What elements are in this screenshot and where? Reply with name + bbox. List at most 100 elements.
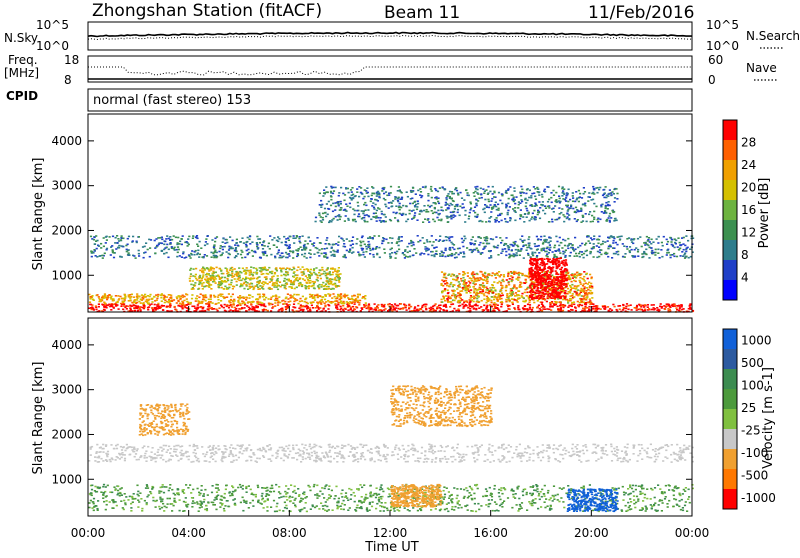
heatmap-cell (237, 297, 239, 299)
heatmap-cell (604, 307, 606, 309)
heatmap-cell (530, 218, 532, 220)
heatmap-cell (455, 298, 457, 300)
heatmap-cell (395, 197, 397, 199)
heatmap-cell (526, 295, 528, 297)
heatmap-cell (175, 309, 177, 311)
heatmap-cell (330, 302, 332, 304)
heatmap-cell (387, 304, 389, 306)
heatmap-cell (138, 236, 140, 238)
heatmap-cell (474, 240, 476, 242)
heatmap-cell (574, 201, 576, 203)
heatmap-cell (352, 236, 354, 238)
heatmap-cell (487, 274, 489, 276)
heatmap-cell (547, 270, 549, 272)
heatmap-cell (256, 298, 258, 300)
heatmap-cell (95, 240, 97, 242)
heatmap-cell (572, 195, 574, 197)
heatmap-cell (360, 187, 362, 189)
heatmap-cell (435, 253, 437, 255)
heatmap-cell (617, 305, 619, 307)
heatmap-cell (299, 298, 301, 300)
heatmap-cell (435, 203, 437, 205)
heatmap-cell (458, 273, 460, 275)
heatmap-cell (572, 247, 574, 249)
heatmap-cell (498, 271, 500, 273)
heatmap-cell (561, 208, 563, 210)
heatmap-cell (464, 221, 466, 223)
heatmap-cell (625, 308, 627, 310)
heatmap-cell (337, 241, 339, 243)
heatmap-cell (528, 244, 530, 246)
heatmap-cell (589, 290, 591, 292)
heatmap-cell (584, 307, 586, 309)
heatmap-cell (496, 272, 498, 274)
heatmap-cell (609, 221, 611, 223)
heatmap-cell (239, 303, 241, 305)
heatmap-cell (531, 272, 533, 274)
heatmap-cell (631, 249, 633, 251)
heatmap-cell (465, 304, 467, 306)
heatmap-cell (373, 207, 375, 209)
heatmap-cell (401, 192, 403, 194)
heatmap-cell (525, 193, 527, 195)
heatmap-cell (402, 308, 404, 310)
heatmap-cell (531, 262, 533, 264)
heatmap-cell (350, 197, 352, 199)
heatmap-cell (534, 264, 536, 266)
heatmap-cell (182, 308, 184, 310)
heatmap-cell (450, 242, 452, 244)
heatmap-cell (398, 241, 400, 243)
heatmap-cell (463, 251, 465, 253)
heatmap-cell (503, 276, 505, 278)
heatmap-cell (182, 253, 184, 255)
heatmap-cell (128, 294, 130, 296)
heatmap-cell (518, 201, 520, 203)
heatmap-cell (597, 239, 599, 241)
heatmap-cell (198, 301, 200, 303)
heatmap-cell (362, 198, 364, 200)
heatmap-cell (616, 244, 618, 246)
heatmap-cell (582, 216, 584, 218)
heatmap-cell (151, 307, 153, 309)
heatmap-cell (529, 220, 531, 222)
heatmap-cell (303, 245, 305, 247)
heatmap-cell (136, 302, 138, 304)
heatmap-cell (583, 291, 585, 293)
heatmap-cell (479, 271, 481, 273)
heatmap-cell (679, 242, 681, 244)
heatmap-cell (486, 296, 488, 298)
heatmap-cell (477, 193, 479, 195)
heatmap-cell (373, 235, 375, 237)
heatmap-cell (352, 208, 354, 210)
heatmap-cell (532, 270, 534, 272)
heatmap-cell (305, 247, 307, 249)
heatmap-cell (285, 257, 287, 259)
heatmap-cell (362, 248, 364, 250)
heatmap-cell (101, 255, 103, 257)
heatmap-cell (552, 266, 554, 268)
heatmap-cell (417, 200, 419, 202)
heatmap-cell (558, 207, 560, 209)
heatmap-cell (136, 242, 138, 244)
heatmap-cell (245, 297, 247, 299)
heatmap-cell (585, 213, 587, 215)
heatmap-cell (590, 221, 592, 223)
heatmap-cell (639, 236, 641, 238)
heatmap-cell (466, 289, 468, 291)
heatmap-cell (115, 295, 117, 297)
heatmap-cell (408, 307, 410, 309)
heatmap-cell (663, 236, 665, 238)
heatmap-cell (586, 307, 588, 309)
heatmap-cell (295, 299, 297, 301)
heatmap-cell (127, 244, 129, 246)
heatmap-cell (368, 305, 370, 307)
heatmap-cell (607, 237, 609, 239)
heatmap-cell (521, 189, 523, 191)
heatmap-cell (472, 283, 474, 285)
heatmap-cell (592, 308, 594, 310)
heatmap-cell (498, 192, 500, 194)
heatmap-cell (613, 193, 615, 195)
heatmap-cell (457, 292, 459, 294)
heatmap-cell (227, 257, 229, 259)
heatmap-cell (614, 306, 616, 308)
